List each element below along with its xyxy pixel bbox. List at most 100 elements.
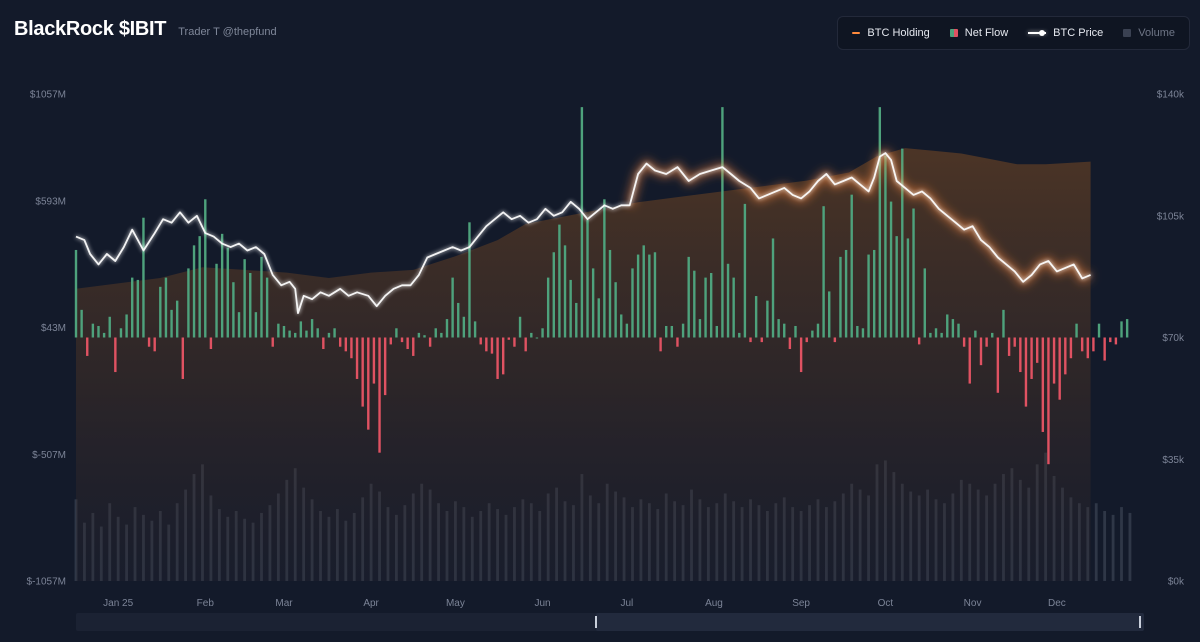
- legend-item-btc-holding[interactable]: BTC Holding: [852, 27, 930, 39]
- net-inflow-bar: [327, 332, 331, 338]
- net-inflow-bar: [473, 321, 477, 338]
- net-inflow-bar: [1125, 319, 1129, 338]
- chart-axes: $1057M $593M $43M $-507M $-1057M $140k $105k $7…: [27, 90, 1185, 610]
- net-inflow-bar: [417, 332, 421, 338]
- y-left-tick-label: $-507M: [32, 450, 66, 461]
- net-inflow-bar: [74, 249, 78, 338]
- net-inflow-bar: [575, 302, 578, 338]
- net-inflow-bar: [215, 263, 218, 338]
- btc-price-series: [75, 152, 1091, 314]
- net-outflow-bar: [1036, 337, 1039, 363]
- net-outflow-bar: [1030, 337, 1033, 379]
- net-outflow-bar: [479, 337, 482, 345]
- net-inflow-bar: [265, 277, 269, 338]
- legend-item-btc-price[interactable]: BTC Price: [1028, 27, 1103, 39]
- net-outflow-bar: [428, 337, 432, 347]
- net-outflow-bar: [496, 337, 499, 379]
- net-inflow-bar: [715, 325, 718, 338]
- net-outflow-bar: [968, 337, 971, 384]
- net-inflow-bar: [546, 277, 550, 338]
- btc-price-swatch-icon: [1028, 30, 1047, 36]
- y-right-tick-label: $35k: [1162, 455, 1185, 466]
- net-inflow-bar: [170, 309, 173, 338]
- net-outflow-bar: [1041, 337, 1045, 432]
- net-outflow-bar: [1019, 337, 1022, 373]
- net-inflow-bar: [783, 323, 786, 338]
- net-inflow-bar: [603, 199, 606, 338]
- x-tick-label: Jul: [620, 598, 633, 609]
- net-outflow-bar: [833, 337, 837, 343]
- net-inflow-bar: [305, 330, 308, 338]
- net-inflow-bar: [552, 252, 555, 338]
- net-outflow-bar: [485, 337, 488, 352]
- net-inflow-bar: [608, 249, 612, 338]
- net-inflow-bar: [946, 314, 949, 338]
- net-inflow-bar: [254, 312, 258, 338]
- net-inflow-bar: [856, 325, 859, 338]
- net-inflow-bar: [653, 252, 657, 338]
- net-inflow-bar: [889, 201, 893, 338]
- net-inflow-bar: [704, 277, 707, 338]
- net-inflow-bar: [468, 222, 471, 338]
- net-inflow-bar: [766, 300, 769, 338]
- net-outflow-bar: [344, 337, 348, 352]
- btc-holding-fill: [76, 148, 1091, 581]
- net-inflow-bar: [940, 332, 943, 338]
- net-outflow-bar: [1103, 337, 1106, 361]
- chart-title: BlackRock $IBIT: [14, 18, 167, 40]
- net-inflow-bar: [777, 319, 780, 338]
- x-tick-label: May: [446, 598, 465, 609]
- net-inflow-bar: [648, 254, 651, 338]
- net-inflow-bar: [91, 323, 95, 338]
- net-inflow-bar: [457, 302, 460, 338]
- net-outflow-bar: [378, 337, 381, 453]
- legend-item-net-flow[interactable]: Net Flow: [949, 27, 1008, 39]
- net-inflow-bar: [204, 199, 207, 338]
- y-left-tick-label: $593M: [35, 196, 66, 207]
- net-outflow-bar: [181, 337, 184, 379]
- net-inflow-bar: [906, 238, 910, 338]
- net-inflow-bar: [597, 298, 600, 338]
- net-inflow-bar: [198, 236, 201, 338]
- net-inflow-bar: [518, 316, 522, 338]
- net-inflow-bar: [395, 328, 398, 338]
- net-inflow-bar: [951, 319, 955, 338]
- net-inflow-bar: [670, 325, 674, 338]
- net-outflow-bar: [361, 337, 364, 407]
- x-tick-label: Apr: [363, 598, 379, 609]
- net-outflow-bar: [153, 337, 156, 352]
- net-inflow-bar: [923, 268, 926, 338]
- net-inflow-bar: [232, 282, 235, 338]
- chart-header: BlackRock $IBIT Trader T @thepfund: [14, 18, 277, 41]
- net-inflow-bar: [108, 316, 111, 338]
- time-range-navigator[interactable]: [76, 613, 1144, 631]
- y-left-tick-label: $-1057M: [27, 577, 66, 588]
- net-outflow-bar: [1052, 337, 1056, 384]
- btc-holding-area: [76, 148, 1091, 581]
- net-inflow-bar: [631, 268, 634, 338]
- net-outflow-bar: [350, 337, 353, 359]
- volume-bar: [1128, 512, 1132, 581]
- net-inflow-bar: [828, 291, 831, 338]
- net-inflow-bar: [97, 325, 100, 338]
- net-inflow-bar: [299, 321, 303, 338]
- net-inflow-bar: [974, 330, 977, 338]
- net-inflow-bar: [1120, 321, 1123, 338]
- net-outflow-bar: [676, 337, 679, 347]
- net-outflow-bar: [367, 337, 370, 430]
- net-inflow-bar: [839, 256, 842, 338]
- net-inflow-bar: [957, 323, 960, 338]
- y-left-tick-label: $1057M: [30, 90, 66, 101]
- net-inflow-bar: [434, 328, 437, 338]
- net-outflow-bar: [1069, 337, 1073, 359]
- net-inflow-bar: [541, 328, 544, 338]
- navigator-selection: [596, 613, 1144, 631]
- net-inflow-bar: [912, 208, 915, 338]
- x-tick-label: Nov: [964, 598, 982, 609]
- net-outflow-bar: [147, 337, 151, 347]
- x-tick-label: Feb: [197, 598, 215, 609]
- net-outflow-bar: [917, 337, 921, 345]
- legend-item-volume[interactable]: Volume: [1123, 27, 1175, 39]
- net-outflow-bar: [1047, 337, 1050, 465]
